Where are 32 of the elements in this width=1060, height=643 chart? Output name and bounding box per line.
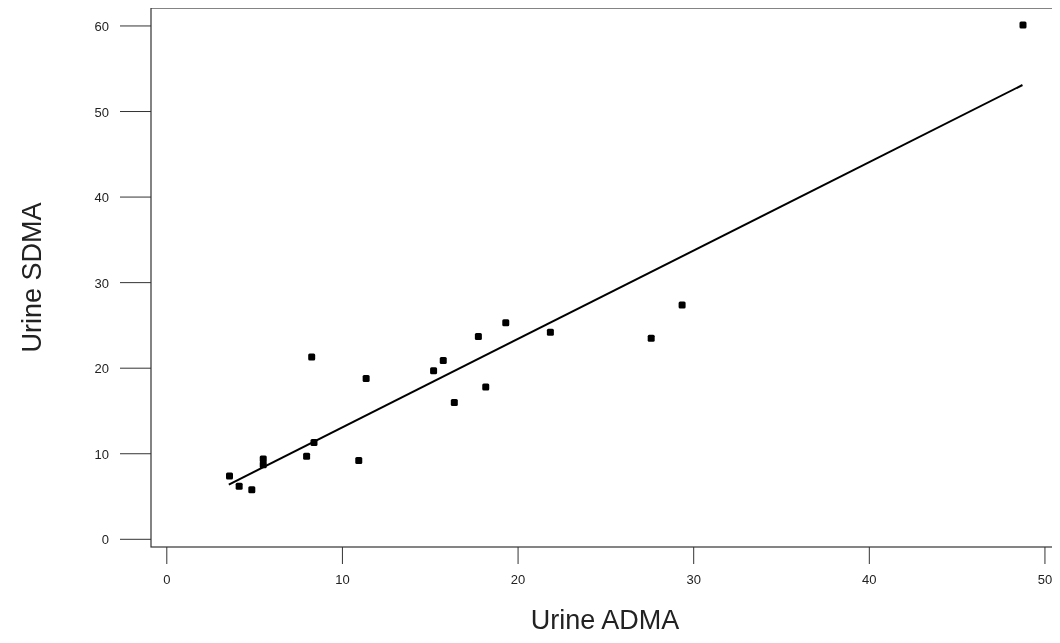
x-tick-label: 40 xyxy=(862,572,877,587)
point xyxy=(678,301,686,309)
y-tick-label: 20 xyxy=(94,361,109,377)
y-tick-label: 10 xyxy=(94,446,109,462)
x-tick-label: 0 xyxy=(163,572,171,587)
y-tick-label: 30 xyxy=(94,275,109,291)
x-axis-title: Urine ADMA xyxy=(530,605,680,635)
point xyxy=(235,482,243,490)
point xyxy=(226,472,234,480)
point xyxy=(430,367,438,375)
point xyxy=(647,334,655,342)
point xyxy=(303,452,311,460)
point xyxy=(308,353,316,361)
point xyxy=(474,333,482,341)
x-tick-label: 10 xyxy=(335,572,350,587)
x-tick-label: 30 xyxy=(686,572,701,587)
point xyxy=(355,457,363,465)
y-tick-label: 60 xyxy=(94,18,109,34)
point xyxy=(439,356,447,364)
point xyxy=(482,383,490,391)
point xyxy=(502,319,510,327)
point xyxy=(362,374,370,382)
y-tick-label: 0 xyxy=(101,532,109,548)
point xyxy=(450,398,458,406)
x-tick-label: 20 xyxy=(510,572,526,587)
y-tick-label: 40 xyxy=(94,190,109,206)
y-tick-label: 50 xyxy=(94,104,109,120)
y-axis-title: Urine SDMA xyxy=(17,202,47,353)
point xyxy=(546,328,554,336)
x-tick-label: 50 xyxy=(1037,572,1053,587)
point xyxy=(248,486,256,494)
point xyxy=(1019,21,1027,29)
